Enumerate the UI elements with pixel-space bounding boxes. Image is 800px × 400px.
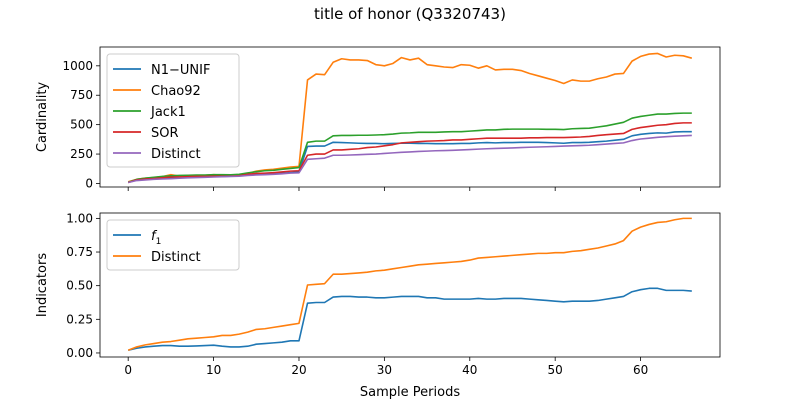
legend-box xyxy=(106,53,240,168)
legend: f1 Distinct xyxy=(106,219,240,271)
y-tick-label: 0 xyxy=(85,176,93,190)
legend-label: Chao92 xyxy=(151,84,201,99)
x-tick-label: 60 xyxy=(633,363,648,377)
series-line-1 xyxy=(127,287,692,352)
legend-label-subscript: 1 xyxy=(156,237,162,247)
y-tick-label: 250 xyxy=(70,147,93,161)
axes-frame xyxy=(99,46,721,188)
y-tick-label: 1.00 xyxy=(66,211,93,225)
y-tick-label: 0.00 xyxy=(66,346,93,360)
indicators-panel: 0 10 20 30 40 50 60 0.00 0.25 0.50 0.75 1.00 Indicat… xyxy=(35,211,721,377)
legend: N1−UNIF Chao92 Jack1 SOR Distinct xyxy=(106,53,240,168)
x-tick-label: 30 xyxy=(377,363,392,377)
axes-frame xyxy=(99,212,721,358)
legend-box xyxy=(106,219,240,271)
y-tick-label: 0.25 xyxy=(66,312,93,326)
legend-label: N1−UNIF xyxy=(151,63,210,78)
series-line-5 xyxy=(127,134,692,184)
legend-label: Jack1 xyxy=(150,105,186,120)
series-line-2 xyxy=(127,217,692,352)
x-tick-label: 0 xyxy=(124,363,132,377)
series-line-3 xyxy=(127,112,692,184)
y-tick-label: 1000 xyxy=(62,59,93,73)
legend-label: Distinct xyxy=(151,147,201,162)
x-tick-label: 50 xyxy=(548,363,563,377)
legend-label: f1 xyxy=(151,229,161,247)
y-axis-label: Cardinality xyxy=(35,82,50,153)
legend-label-base: f xyxy=(151,229,158,244)
y-tick-label: 500 xyxy=(70,118,93,132)
chart-title: title of honor (Q3320743) xyxy=(314,5,506,23)
cardinality-panel: 0 250 500 750 1000 Cardinality N1−UNIF Chao92 Ja… xyxy=(35,46,721,191)
y-axis-label: Indicators xyxy=(35,253,50,317)
y-tick-label: 0.75 xyxy=(66,245,93,259)
x-tick-label: 40 xyxy=(462,363,477,377)
x-tick-label: 10 xyxy=(206,363,221,377)
legend-label: Distinct xyxy=(151,250,201,265)
y-tick-label: 750 xyxy=(70,88,93,102)
x-axis-label: Sample Periods xyxy=(360,385,460,400)
x-tick-label: 20 xyxy=(291,363,306,377)
y-tick-label: 0.50 xyxy=(66,279,93,293)
legend-label: SOR xyxy=(151,126,179,141)
